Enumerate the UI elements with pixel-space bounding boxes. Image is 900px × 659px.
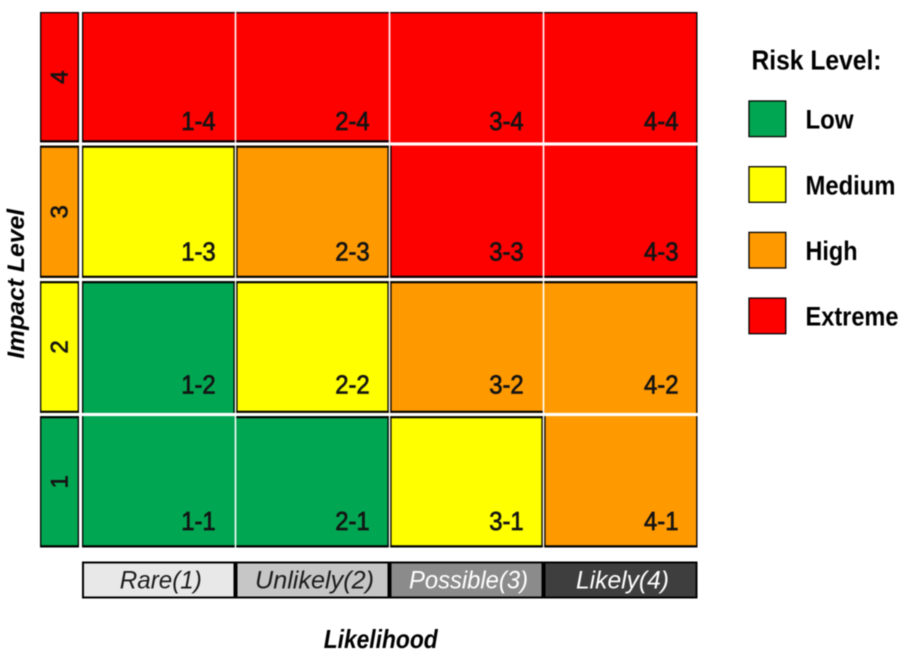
svg-text:2-4: 2-4 xyxy=(335,106,370,136)
svg-text:3-2: 3-2 xyxy=(489,370,524,400)
svg-text:2: 2 xyxy=(47,340,74,353)
svg-text:Impact Level: Impact Level xyxy=(3,207,30,358)
svg-text:Medium: Medium xyxy=(806,170,896,200)
svg-text:Risk Level:: Risk Level: xyxy=(752,44,882,75)
svg-text:4-3: 4-3 xyxy=(644,236,679,266)
svg-text:Possible(3): Possible(3) xyxy=(409,567,528,595)
svg-text:4-4: 4-4 xyxy=(644,106,679,136)
svg-text:Low: Low xyxy=(806,105,855,135)
svg-text:3-1: 3-1 xyxy=(489,506,524,536)
svg-text:High: High xyxy=(806,236,858,266)
svg-text:1-2: 1-2 xyxy=(181,370,216,400)
svg-text:Extreme: Extreme xyxy=(806,302,899,332)
svg-text:4-2: 4-2 xyxy=(644,370,679,400)
svg-text:1-3: 1-3 xyxy=(181,236,216,266)
svg-text:Rare(1): Rare(1) xyxy=(120,567,202,595)
svg-text:Likelihood: Likelihood xyxy=(324,624,439,654)
svg-text:3-4: 3-4 xyxy=(489,106,524,136)
svg-text:1-4: 1-4 xyxy=(181,106,216,136)
svg-text:4-1: 4-1 xyxy=(644,506,679,536)
svg-text:Unlikely(2): Unlikely(2) xyxy=(255,567,374,595)
svg-text:Likely(4): Likely(4) xyxy=(576,567,669,595)
svg-text:1-1: 1-1 xyxy=(181,506,216,536)
svg-text:2-2: 2-2 xyxy=(335,370,370,400)
svg-text:4: 4 xyxy=(47,71,74,84)
svg-text:2-3: 2-3 xyxy=(335,236,370,266)
svg-text:1: 1 xyxy=(47,475,74,488)
svg-text:2-1: 2-1 xyxy=(335,506,370,536)
svg-text:3: 3 xyxy=(47,205,74,218)
svg-text:3-3: 3-3 xyxy=(489,236,524,266)
